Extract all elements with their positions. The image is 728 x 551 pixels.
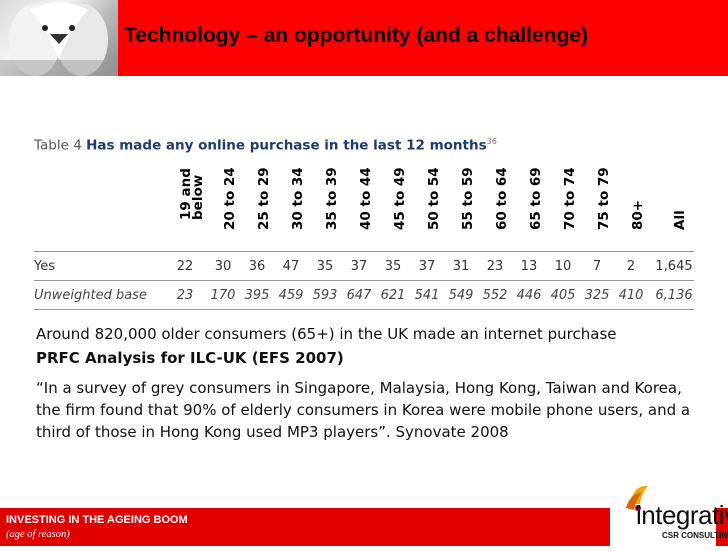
caption-prefix: Table 4 <box>34 137 82 154</box>
table-cell: 31 <box>452 259 470 274</box>
col-header-label: 20 to 24 <box>222 167 238 230</box>
col-header-label: 55 to 59 <box>460 167 476 230</box>
col-header: 70 to 74 <box>554 167 578 244</box>
col-header-label: All <box>672 210 688 230</box>
body-line-1: Around 820,000 older consumers (65+) in … <box>36 325 617 343</box>
col-header-label: 45 to 49 <box>392 167 408 230</box>
footer-title: INVESTING IN THE AGEING BOOM <box>6 514 188 526</box>
table-divider <box>34 251 694 252</box>
table-cell: 325 <box>584 288 610 303</box>
integrative-logo <box>612 478 728 546</box>
table-divider <box>34 280 694 281</box>
table-cell: 13 <box>520 259 538 274</box>
table-cell: 410 <box>618 288 644 303</box>
col-header-label: 75 to 79 <box>596 167 612 230</box>
caption-footnote: 36 <box>486 137 497 146</box>
col-header: 35 to 39 <box>316 167 340 244</box>
table-cell: 395 <box>244 288 270 303</box>
swans-photo <box>0 0 118 76</box>
col-header: 25 to 29 <box>248 167 272 244</box>
col-header-label: 35 to 39 <box>324 167 340 230</box>
col-header: 30 to 34 <box>282 167 306 244</box>
table-cell: 170 <box>210 288 236 303</box>
table-divider <box>34 309 694 310</box>
table-cell: 2 <box>626 259 636 274</box>
table-cell: 22 <box>176 259 194 274</box>
table-cell: 541 <box>414 288 440 303</box>
table-caption: Table 4 Has made any online purchase in … <box>34 137 497 154</box>
table-cell: 446 <box>516 288 542 303</box>
table-cell: 593 <box>312 288 338 303</box>
page-title: Technology – an opportunity (and a chall… <box>124 24 588 47</box>
col-header: 40 to 44 <box>350 167 374 244</box>
col-header-label: 65 to 69 <box>528 167 544 230</box>
col-header: 50 to 54 <box>418 167 442 244</box>
logo-wordmark: integrative <box>636 500 728 530</box>
col-header: 55 to 59 <box>452 167 476 244</box>
col-header: 80+ <box>622 178 646 244</box>
table-cell: 6,136 <box>655 288 693 303</box>
col-header-label: 50 to 54 <box>426 167 442 230</box>
table-cell: 647 <box>346 288 372 303</box>
footer-subtitle: (age of reason) <box>6 529 70 540</box>
table-cell: 552 <box>482 288 508 303</box>
table-cell: 47 <box>282 259 300 274</box>
table-cell: 23 <box>176 288 194 303</box>
row-label: Yes <box>34 259 55 274</box>
col-header-label: 60 to 64 <box>494 167 510 230</box>
table-cell: 35 <box>384 259 402 274</box>
table-cell: 36 <box>248 259 266 274</box>
col-header: 75 to 79 <box>588 167 612 244</box>
row-label: Unweighted base <box>34 288 147 303</box>
table-cell: 37 <box>350 259 368 274</box>
table-cell: 549 <box>448 288 474 303</box>
table-cell: 23 <box>486 259 504 274</box>
table-cell: 35 <box>316 259 334 274</box>
col-header-label: 80+ <box>630 199 646 230</box>
table-cell: 405 <box>550 288 576 303</box>
col-header-label: 30 to 34 <box>290 167 306 230</box>
col-header: 19 and below <box>171 168 206 244</box>
table-cell: 10 <box>554 259 572 274</box>
footer-bar-right <box>716 508 728 546</box>
col-header-label: 25 to 29 <box>256 167 272 230</box>
table-cell: 621 <box>380 288 406 303</box>
table-cell: 1,645 <box>655 259 693 274</box>
header-bar <box>0 0 728 76</box>
col-header-label: 40 to 44 <box>358 167 374 230</box>
logo-subtitle: CSR CONSULTING <box>662 531 728 540</box>
col-header: All <box>664 178 688 244</box>
caption-title: Has made any online purchase in the last… <box>86 137 487 154</box>
table-cell: 459 <box>278 288 304 303</box>
col-header: 45 to 49 <box>384 167 408 244</box>
body-source: PRFC Analysis for ILC-UK (EFS 2007) <box>36 349 344 367</box>
table-cell: 37 <box>418 259 436 274</box>
col-header-label: 70 to 74 <box>562 167 578 230</box>
footer-bar <box>0 508 610 546</box>
col-header: 20 to 24 <box>214 167 238 244</box>
col-header: 65 to 69 <box>520 167 544 244</box>
col-header: 60 to 64 <box>486 167 510 244</box>
table-cell: 7 <box>592 259 602 274</box>
col-header-label: 19 and below <box>178 168 206 220</box>
table-cell: 30 <box>214 259 232 274</box>
body-quote: “In a survey of grey consumers in Singap… <box>36 379 691 441</box>
